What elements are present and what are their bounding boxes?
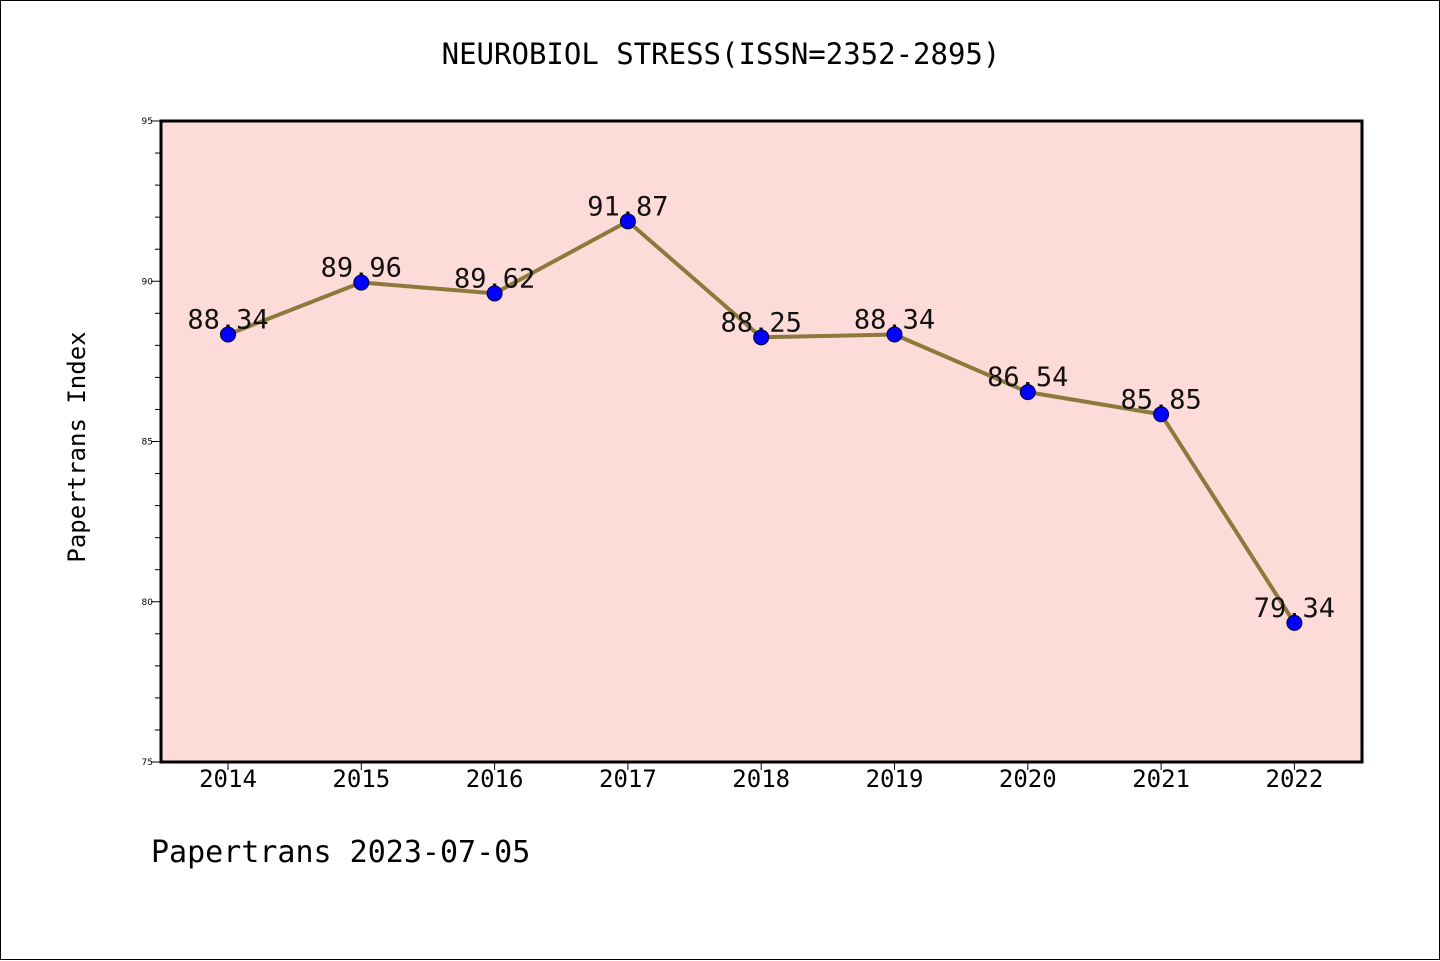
chart-title: NEUROBIOL STRESS(ISSN=2352-2895) — [441, 37, 1001, 71]
footer-stamp: Papertrans 2023-07-05 — [151, 835, 531, 870]
x-tick-label: 2014 — [199, 765, 257, 793]
x-tick-label: 2020 — [999, 765, 1057, 793]
x-tick-label: 2022 — [1266, 765, 1324, 793]
y-tick-label: 90 — [142, 277, 154, 287]
data-point — [353, 274, 370, 291]
x-tick-label: 2019 — [866, 765, 924, 793]
y-tick-label: 75 — [142, 758, 153, 768]
data-point — [1286, 614, 1303, 631]
data-point — [220, 326, 236, 343]
plot-frame — [159, 119, 1364, 764]
x-tick-label: 2015 — [332, 765, 390, 793]
data-point — [1019, 384, 1036, 401]
plot-area — [161, 121, 1362, 762]
data-point — [1153, 406, 1170, 423]
x-tick-label: 2016 — [466, 765, 524, 793]
x-tick-label: 2018 — [732, 765, 790, 793]
data-point — [886, 326, 903, 343]
x-tick-label: 2021 — [1132, 765, 1190, 793]
y-tick-label: 85 — [142, 438, 153, 448]
data-point — [753, 329, 770, 346]
y-tick-label: 80 — [142, 598, 154, 608]
x-tick-label: 2017 — [599, 765, 657, 793]
y-tick-label: 95 — [142, 117, 153, 127]
data-point — [619, 213, 636, 230]
data-point — [486, 285, 503, 302]
